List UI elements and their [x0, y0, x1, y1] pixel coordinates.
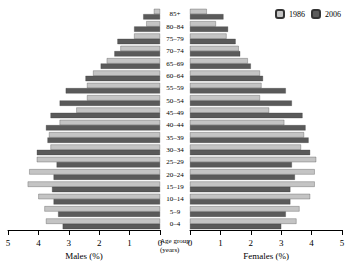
svg-text:75–79: 75–79	[166, 35, 184, 43]
svg-text:3: 3	[67, 238, 72, 248]
svg-text:30–34: 30–34	[166, 146, 184, 154]
svg-text:80–84: 80–84	[166, 23, 184, 31]
svg-text:40–44: 40–44	[166, 121, 184, 129]
svg-text:Males (%): Males (%)	[65, 251, 103, 261]
svg-text:5: 5	[6, 238, 11, 248]
svg-text:4: 4	[36, 238, 41, 248]
svg-text:(years): (years)	[160, 246, 180, 254]
svg-text:1986: 1986	[289, 10, 305, 19]
svg-text:85+: 85+	[170, 10, 181, 18]
svg-text:55–59: 55–59	[166, 84, 184, 92]
svg-text:Age group: Age group	[160, 237, 190, 245]
svg-text:10–14: 10–14	[166, 195, 184, 203]
svg-text:Females (%): Females (%)	[243, 251, 289, 261]
svg-text:1: 1	[127, 238, 132, 248]
svg-text:20–24: 20–24	[166, 171, 184, 179]
svg-text:25–29: 25–29	[166, 158, 184, 166]
svg-text:70–74: 70–74	[166, 47, 184, 55]
svg-text:0–4: 0–4	[170, 220, 181, 228]
svg-text:1: 1	[218, 238, 223, 248]
svg-text:65–69: 65–69	[166, 60, 184, 68]
svg-text:2: 2	[97, 238, 102, 248]
svg-text:3: 3	[279, 238, 284, 248]
svg-text:2006: 2006	[325, 10, 341, 19]
svg-text:45–49: 45–49	[166, 109, 184, 117]
svg-text:0: 0	[188, 238, 193, 248]
svg-text:2: 2	[249, 238, 254, 248]
svg-text:0: 0	[158, 238, 163, 248]
svg-text:50–54: 50–54	[166, 97, 184, 105]
svg-text:35–39: 35–39	[166, 134, 184, 142]
svg-text:60–64: 60–64	[166, 72, 184, 80]
svg-text:5: 5	[340, 238, 345, 248]
svg-text:15–19: 15–19	[166, 183, 184, 191]
svg-text:4: 4	[309, 238, 314, 248]
svg-text:5–9: 5–9	[170, 208, 181, 216]
